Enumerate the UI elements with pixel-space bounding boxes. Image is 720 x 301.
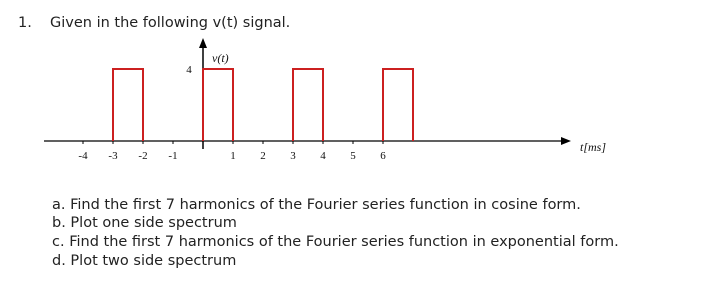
x-tick-label: 1 (230, 150, 236, 162)
question-text: Given in the following v(t) signal. (50, 15, 290, 31)
pulse (112, 68, 144, 141)
x-tick-label: 3 (290, 150, 296, 162)
x-tick-label: 5 (350, 150, 356, 162)
pulse (292, 68, 324, 141)
x-tick-label: -3 (108, 150, 118, 162)
item: c. Find the first 7 harmonics of the Fou… (52, 234, 619, 250)
item: a. Find the first 7 harmonics of the Fou… (52, 197, 581, 213)
pulse (382, 68, 414, 141)
x-tick-label: -2 (138, 150, 147, 162)
x-tick-label: -1 (168, 150, 177, 162)
y-axis-label: v(t) (212, 51, 229, 65)
item: b. Plot one side spectrum (52, 215, 237, 231)
question-number: 1. (18, 15, 32, 31)
x-tick-label: 2 (260, 150, 266, 162)
amplitude-label: 4 (186, 64, 192, 76)
x-axis-arrow (561, 137, 571, 145)
pulse (202, 68, 234, 141)
x-tick-label: 6 (380, 150, 386, 162)
x-tick-label: 4 (320, 150, 326, 162)
item: d. Plot two side spectrum (52, 253, 236, 269)
y-axis-arrow (199, 38, 207, 48)
x-axis-label: t[ms] (580, 140, 606, 154)
x-tick-label: -4 (78, 150, 88, 162)
